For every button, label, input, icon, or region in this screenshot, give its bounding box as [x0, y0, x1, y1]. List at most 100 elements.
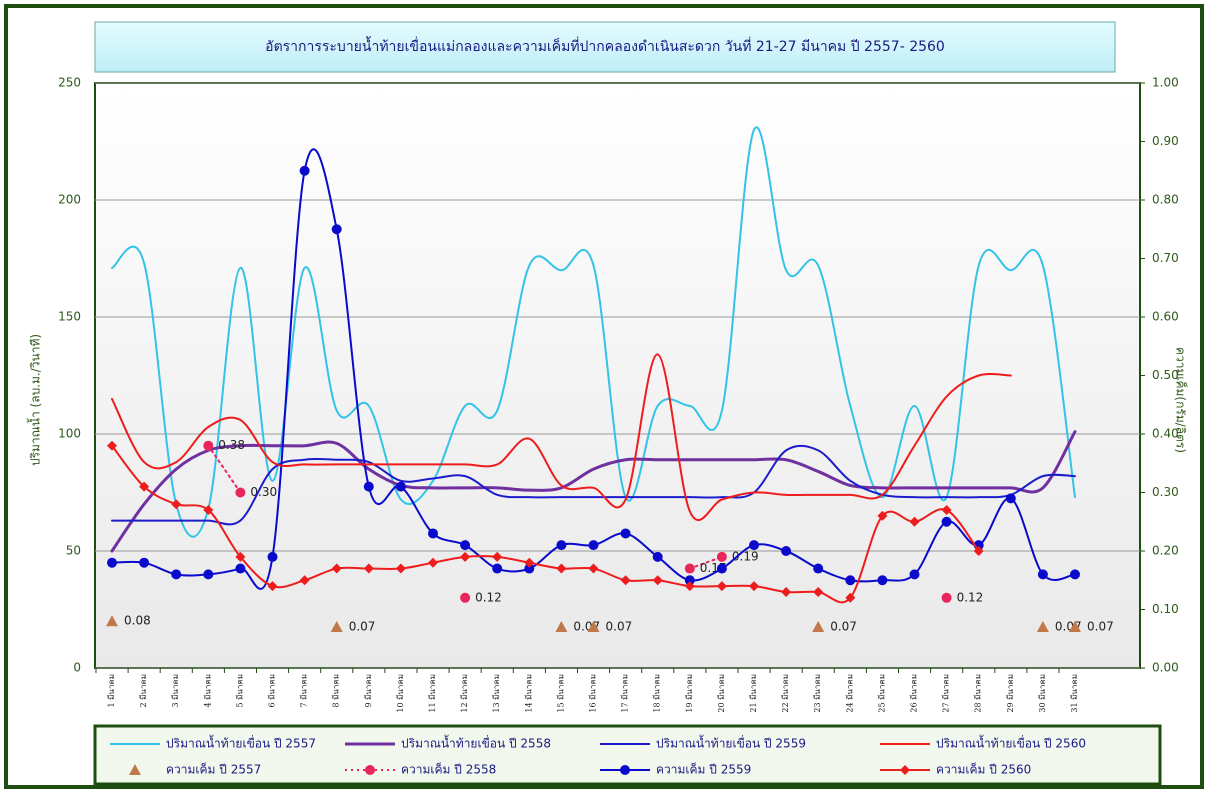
legend-marker: [365, 765, 375, 775]
y2-tick-label: 0.00: [1152, 661, 1179, 675]
x-tick-label: 14 มีนาคม: [524, 674, 533, 713]
data-point: [171, 499, 182, 510]
data-label: 0.38: [218, 438, 245, 452]
data-point: [331, 563, 342, 574]
data-point: [235, 563, 246, 574]
chart-title: อัตราการระบายน้ำท้ายเขื่อนแม่กลองและความ…: [265, 36, 945, 55]
data-point: [556, 540, 567, 551]
data-point: [460, 592, 471, 603]
x-tick-label: 23 มีนาคม: [813, 674, 822, 713]
data-point: [492, 551, 503, 562]
data-label: 0.07: [1087, 620, 1114, 634]
x-tick-label: 21 มีนาคม: [749, 674, 758, 713]
y2-tick-label: 0.20: [1152, 544, 1179, 558]
data-point: [171, 569, 182, 580]
data-point: [781, 586, 792, 597]
x-tick-label: 26 มีนาคม: [910, 674, 919, 713]
data-point: [395, 563, 406, 574]
x-tick-label: 29 มีนาคม: [1006, 674, 1015, 713]
data-point: [460, 540, 471, 551]
data-point: [1005, 493, 1016, 504]
data-point: [1036, 621, 1049, 633]
data-point: [845, 575, 856, 586]
data-label: 0.12: [475, 590, 502, 604]
y-axis-label: ปริมาณน้ำ (ลบ.ม./วินาที): [27, 334, 43, 466]
data-point: [267, 581, 278, 592]
data-point: [684, 563, 695, 574]
data-point: [941, 505, 952, 516]
y2-tick-label: 1.00: [1152, 76, 1179, 90]
series-line: [111, 126, 1076, 538]
title-box: [94, 21, 1116, 73]
data-point: [267, 551, 278, 562]
y-tick-label: 50: [66, 544, 81, 558]
data-label: 0.07: [830, 620, 857, 634]
x-tick-label: 19 มีนาคม: [685, 674, 694, 713]
data-point: [524, 557, 535, 568]
legend-label: ปริมาณน้ำท้ายเขื่อน ปี 2558: [401, 735, 551, 751]
data-point: [428, 528, 438, 539]
data-point: [363, 481, 374, 492]
data-point: [203, 569, 214, 580]
x-tick-label: 18 มีนาคม: [653, 674, 662, 713]
data-point: [587, 621, 600, 633]
series-line: [110, 430, 1077, 553]
series-line: [111, 148, 1076, 590]
x-tick-label: 13 มีนาคม: [492, 674, 501, 713]
data-point: [684, 581, 695, 592]
x-tick-label: 12 มีนาคม: [460, 674, 469, 713]
x-tick-label: 6 มีนาคม: [268, 674, 277, 708]
data-point: [555, 621, 568, 633]
data-point: [877, 575, 888, 586]
x-tick-label: 16 มีนาคม: [589, 674, 598, 713]
data-point: [716, 581, 727, 592]
data-point: [909, 569, 920, 580]
data-point: [684, 575, 695, 586]
x-tick-label: 30 มีนาคม: [1038, 674, 1047, 713]
data-point: [107, 557, 117, 568]
data-point: [749, 581, 759, 592]
data-point: [235, 487, 246, 498]
data-point: [973, 546, 984, 556]
data-point: [620, 528, 631, 539]
data-point: [813, 563, 824, 574]
y2-tick-label: 0.70: [1152, 251, 1179, 265]
data-point: [781, 546, 792, 556]
series-line: [111, 353, 1012, 521]
data-point: [620, 575, 631, 586]
x-tick-label: 8 มีนาคม: [332, 674, 341, 708]
data-point: [716, 551, 727, 562]
x-tick-label: 7 มีนาคม: [300, 674, 309, 708]
x-tick-label: 24 มีนาคม: [845, 674, 854, 713]
data-point: [460, 551, 471, 562]
data-point: [1069, 621, 1081, 633]
data-point: [363, 563, 374, 574]
y2-tick-label: 0.50: [1152, 368, 1179, 382]
data-point: [749, 540, 759, 551]
data-point: [588, 540, 599, 551]
data-label: 0.30: [250, 485, 277, 499]
data-label: 0.12: [957, 590, 984, 604]
y-tick-label: 250: [58, 76, 81, 90]
y2-axis-label: ความเค็ม(กรัม/ลิตร): [1174, 347, 1189, 453]
legend-marker: [129, 764, 141, 775]
y2-tick-label: 0.90: [1152, 134, 1179, 148]
y2-tick-label: 0.60: [1152, 310, 1179, 324]
legend-label: ปริมาณน้ำท้ายเขื่อน ปี 2560: [936, 735, 1086, 751]
x-tick-label: 10 มีนาคม: [396, 674, 405, 713]
y-tick-label: 0: [73, 661, 81, 675]
y2-tick-label: 0.30: [1152, 485, 1179, 499]
data-point: [330, 621, 343, 633]
data-point: [139, 557, 150, 568]
x-tick-label: 2 มีนาคม: [139, 674, 148, 708]
data-point: [1037, 569, 1048, 580]
legend-label: ปริมาณน้ำท้ายเขื่อน ปี 2557: [166, 735, 316, 751]
data-point: [299, 575, 310, 586]
legend-marker: [900, 765, 910, 775]
legend-label: ความเค็ม ปี 2559: [656, 762, 751, 777]
y-tick-label: 200: [58, 193, 81, 207]
y-tick-label: 100: [58, 427, 81, 441]
data-point: [877, 510, 888, 521]
legend-label: ความเค็ม ปี 2557: [166, 762, 261, 777]
